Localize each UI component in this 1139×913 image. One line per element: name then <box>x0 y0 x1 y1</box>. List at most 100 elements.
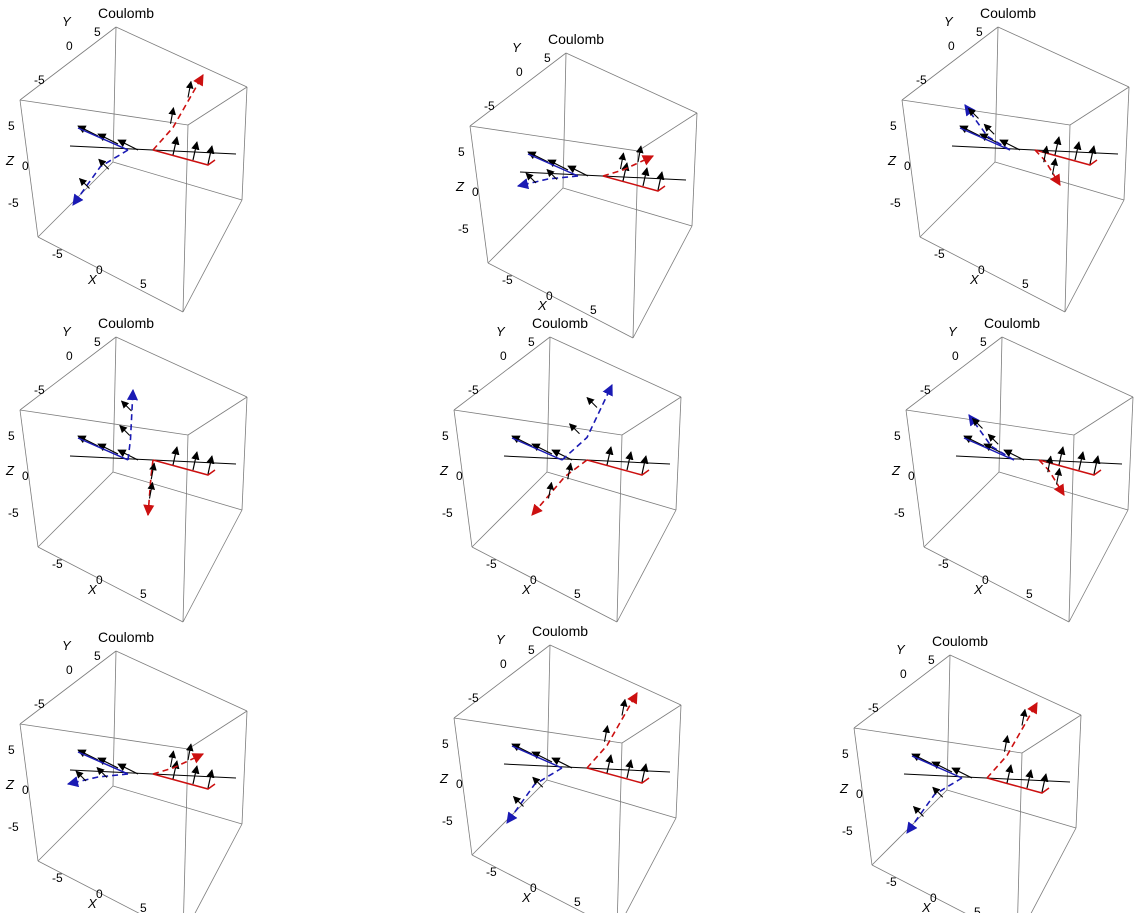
box-edge <box>487 187 564 264</box>
force-arrow <box>525 172 537 184</box>
blue-dashed-trajectory <box>66 773 129 788</box>
coulomb-plot-9: Coulomb Y 5 0 -5 Z 5 0 -5 X -5 0 5 <box>839 633 1082 913</box>
y-tick-label: 5 <box>94 335 101 349</box>
box-edge <box>901 99 921 238</box>
force-arrow <box>1053 136 1062 156</box>
y-axis-label: Y <box>62 638 72 653</box>
force-arrow <box>185 80 194 98</box>
box-edge <box>471 854 586 913</box>
y-tick-label: -5 <box>916 73 927 87</box>
force-arrow <box>1041 145 1050 163</box>
box-edge <box>187 396 248 436</box>
x-tick-label: 5 <box>974 905 981 913</box>
box-edge <box>617 742 623 913</box>
force-arrow <box>547 159 569 171</box>
z-tick-label: 0 <box>456 469 463 483</box>
z-tick-label: 5 <box>458 145 465 159</box>
force-arrow <box>931 761 953 773</box>
y-tick-label: 5 <box>976 25 983 39</box>
force-arrow <box>656 171 665 191</box>
z-tick-label: -5 <box>8 506 19 520</box>
box-edge <box>453 717 473 856</box>
y-tick-label: 5 <box>94 25 101 39</box>
force-arrow <box>641 167 650 187</box>
box-edge <box>187 86 248 126</box>
force-arrow <box>1073 141 1082 161</box>
box-edge <box>471 471 548 548</box>
y-axis-label: Y <box>944 14 954 29</box>
x-axis-label: X <box>521 582 532 597</box>
y-tick-label: 0 <box>66 39 73 53</box>
force-arrow <box>120 400 132 412</box>
y-axis-label: Y <box>896 642 906 657</box>
red-charge-path <box>586 767 650 784</box>
y-axis-label: Y <box>496 632 506 647</box>
x-tick-label: 0 <box>530 881 537 895</box>
box-edge <box>187 710 248 750</box>
box-edge <box>182 434 189 623</box>
force-arrow <box>551 757 573 769</box>
force-arrow <box>171 760 180 780</box>
force-arrow <box>551 449 573 461</box>
y-tick-label: 0 <box>66 663 73 677</box>
force-arrow <box>512 795 524 807</box>
box-edge <box>471 546 618 623</box>
force-arrow <box>511 435 533 447</box>
force-arrow <box>171 446 180 466</box>
force-arrow <box>191 141 200 161</box>
force-arrow <box>605 754 614 774</box>
box-edge <box>919 236 1066 313</box>
box-edge <box>112 26 117 163</box>
box-edge <box>182 509 243 623</box>
y-tick-label: 5 <box>928 653 935 667</box>
box-edge <box>998 471 1129 511</box>
red-charge-path <box>152 773 216 790</box>
red-dashed-trajectory <box>586 692 638 769</box>
x-axis-label: X <box>87 896 98 911</box>
box-edge <box>901 99 1071 126</box>
box-edge <box>241 86 248 201</box>
force-arrow <box>983 123 995 135</box>
z-tick-label: -5 <box>442 814 453 828</box>
box-edge <box>19 650 117 725</box>
box-edge <box>194 823 243 913</box>
force-arrow <box>987 433 999 445</box>
box-edge <box>19 336 117 411</box>
box-edge <box>998 336 1003 473</box>
force-arrow <box>171 136 180 156</box>
z-tick-label: 0 <box>22 469 29 483</box>
y-tick-label: 5 <box>980 335 987 349</box>
x-tick-label: 0 <box>546 289 553 303</box>
force-arrow <box>532 776 544 788</box>
box-edge <box>621 704 682 744</box>
y-tick-label: 0 <box>952 349 959 363</box>
box-edge <box>919 161 996 238</box>
x-tick-label: -5 <box>486 865 497 879</box>
coulomb-plot-5: Coulomb Y 5 0 -5 Z 5 0 -5 X -5 0 5 <box>439 315 682 623</box>
force-arrow <box>565 462 574 480</box>
z-axis-label: Z <box>5 153 15 168</box>
force-arrow <box>97 757 119 769</box>
force-arrow <box>147 481 156 499</box>
box-edge <box>182 199 243 313</box>
plot-title: Coulomb <box>532 315 588 331</box>
y-tick-label: -5 <box>484 99 495 113</box>
blue-dashed-trajectory <box>516 175 579 190</box>
red-charge-path <box>586 459 650 476</box>
box-edge <box>182 124 189 313</box>
red-dashed-trajectory <box>1038 459 1065 496</box>
z-tick-label: -5 <box>842 824 853 838</box>
box-edge <box>1127 396 1134 511</box>
red-dashed-trajectory <box>143 459 155 517</box>
red-charge-path <box>152 149 216 166</box>
force-arrow <box>1092 455 1101 475</box>
force-arrow <box>77 749 99 761</box>
box-edge <box>183 748 189 913</box>
box-edge <box>905 409 925 548</box>
z-tick-label: -5 <box>442 506 453 520</box>
force-arrow <box>1050 157 1059 175</box>
red-charge-path <box>152 459 216 476</box>
box-edge <box>997 26 1130 88</box>
x-axis-label: X <box>87 582 98 597</box>
box-edge <box>946 654 951 791</box>
